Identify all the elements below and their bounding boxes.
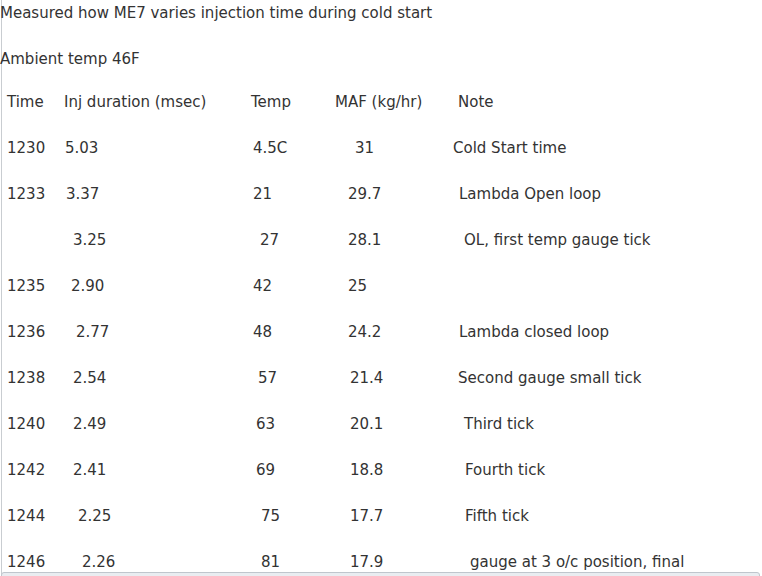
cell-inj-duration: 2.26: [82, 553, 115, 571]
cell-note: Cold Start time: [453, 139, 566, 157]
header-inj-duration: Inj duration (msec): [64, 93, 206, 111]
cell-note: Second gauge small tick: [458, 369, 641, 387]
table-row: 1246 2.26 81 17.9 gauge at 3 o/c positio…: [0, 553, 762, 571]
cell-time: 1236: [7, 323, 45, 341]
cell-maf: 28.1: [348, 231, 381, 249]
header-note: Note: [458, 93, 494, 111]
table-row: 1240 2.49 63 20.1 Third tick: [0, 415, 762, 433]
cell-time: 1244: [7, 507, 45, 525]
cell-temp: 42: [253, 277, 272, 295]
cell-time: 1230: [7, 139, 45, 157]
cell-inj-duration: 2.77: [76, 323, 109, 341]
cell-note: Fourth tick: [465, 461, 545, 479]
cell-inj-duration: 2.25: [78, 507, 111, 525]
cell-inj-duration: 2.49: [73, 415, 106, 433]
table-row: 1242 2.41 69 18.8 Fourth tick: [0, 461, 762, 479]
header-temp: Temp: [251, 93, 291, 111]
cell-maf: 25: [348, 277, 367, 295]
table-header-row: Time Inj duration (msec) Temp MAF (kg/hr…: [0, 93, 762, 111]
table-row: 1244 2.25 75 17.7 Fifth tick: [0, 507, 762, 525]
cell-maf: 24.2: [348, 323, 381, 341]
cell-maf: 20.1: [350, 415, 383, 433]
cell-maf: 29.7: [348, 185, 381, 203]
table-row: 1236 2.77 48 24.2 Lambda closed loop: [0, 323, 762, 341]
cell-maf: 21.4: [350, 369, 383, 387]
cell-note: Lambda Open loop: [459, 185, 601, 203]
cell-note: Fifth tick: [465, 507, 529, 525]
cell-inj-duration: 3.25: [73, 231, 106, 249]
cell-temp: 63: [256, 415, 275, 433]
cell-maf: 18.8: [350, 461, 383, 479]
cell-temp: 57: [258, 369, 277, 387]
cell-time: 1233: [7, 185, 45, 203]
cell-inj-duration: 2.90: [71, 277, 104, 295]
table-row: 1230 5.03 4.5C 31 Cold Start time: [0, 139, 762, 157]
table-row: 1233 3.37 21 29.7 Lambda Open loop: [0, 185, 762, 203]
cell-note: gauge at 3 o/c position, final: [470, 553, 684, 571]
cell-maf: 17.7: [350, 507, 383, 525]
cell-maf: 17.9: [350, 553, 383, 571]
post-title-line: Measured how ME7 varies injection time d…: [0, 4, 762, 22]
cell-inj-duration: 5.03: [65, 139, 98, 157]
cell-temp: 48: [253, 323, 272, 341]
cell-temp: 81: [261, 553, 280, 571]
post-body: Measured how ME7 varies injection time d…: [0, 0, 762, 576]
cell-temp: 69: [256, 461, 275, 479]
cell-time: 1246: [7, 553, 45, 571]
cell-temp: 21: [253, 185, 272, 203]
header-time: Time: [7, 93, 44, 111]
cell-time: 1235: [7, 277, 45, 295]
table-row: 1235 2.90 42 25: [0, 277, 762, 295]
cell-time: 1242: [7, 461, 45, 479]
post-subtitle-line: Ambient temp 46F: [0, 50, 762, 68]
table-row: 1238 2.54 57 21.4 Second gauge small tic…: [0, 369, 762, 387]
table-row: 3.25 27 28.1 OL, first temp gauge tick: [0, 231, 762, 249]
cell-note: OL, first temp gauge tick: [464, 231, 651, 249]
cell-temp: 27: [260, 231, 279, 249]
cell-temp: 75: [261, 507, 280, 525]
cell-maf: 31: [355, 139, 374, 157]
cell-time: 1240: [7, 415, 45, 433]
cell-inj-duration: 2.54: [73, 369, 106, 387]
cell-temp: 4.5C: [253, 139, 287, 157]
next-panel-top-edge: [1, 572, 760, 576]
header-maf: MAF (kg/hr): [335, 93, 422, 111]
cell-note: Lambda closed loop: [459, 323, 609, 341]
cell-note: Third tick: [464, 415, 534, 433]
cell-inj-duration: 3.37: [66, 185, 99, 203]
cell-inj-duration: 2.41: [73, 461, 106, 479]
cell-time: 1238: [7, 369, 45, 387]
